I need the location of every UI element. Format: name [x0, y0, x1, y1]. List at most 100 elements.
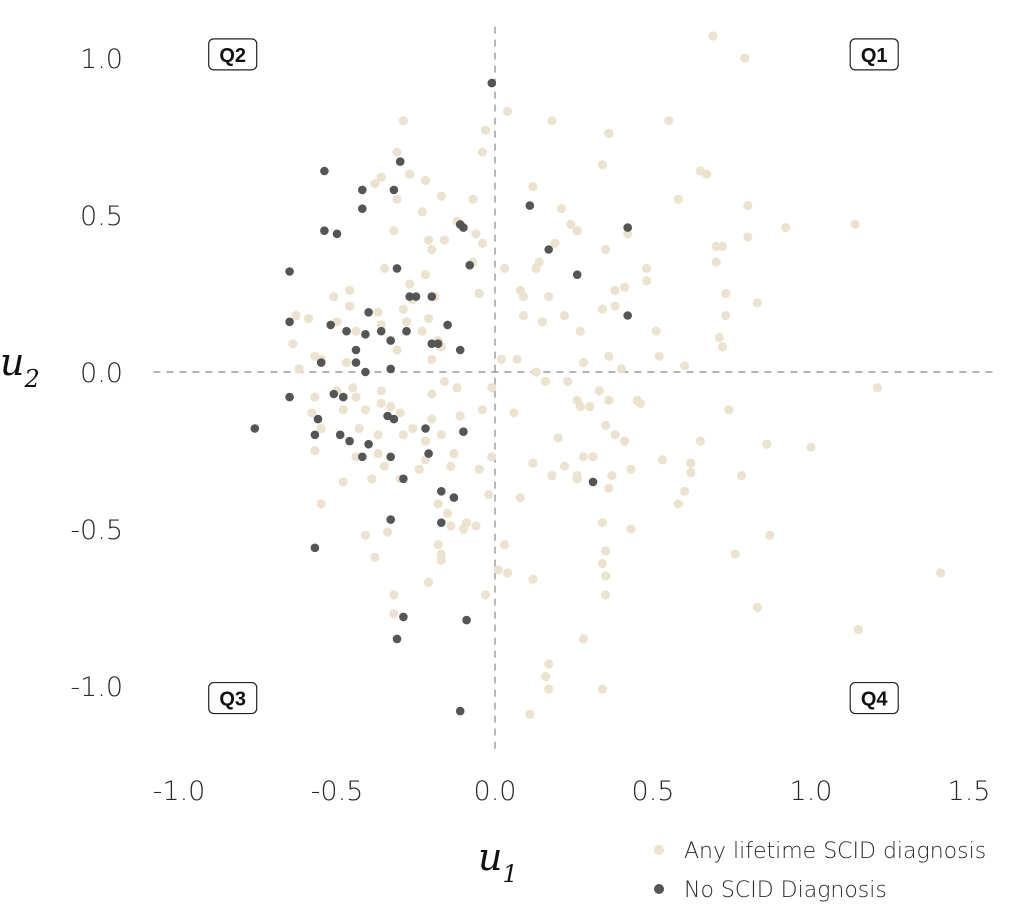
data-point	[503, 568, 513, 578]
data-point	[392, 634, 402, 644]
data-point	[398, 430, 408, 440]
data-point	[373, 430, 383, 440]
data-point	[446, 461, 456, 471]
series-no-scid-points	[250, 78, 632, 716]
data-point	[285, 392, 294, 402]
data-point	[604, 483, 614, 493]
data-point	[541, 376, 551, 386]
data-point	[364, 439, 373, 449]
data-point	[316, 499, 326, 509]
y-tick-label: 0.0	[80, 358, 123, 389]
quadrant-labels: Q1 Q2 Q3 Q4	[208, 38, 899, 715]
data-point	[329, 292, 339, 302]
x-axis-title: u1	[478, 835, 518, 888]
data-point	[721, 310, 731, 321]
data-point	[721, 288, 731, 299]
data-point	[360, 405, 370, 415]
data-point	[654, 351, 664, 361]
data-point	[711, 257, 721, 267]
x-tick-label: 0.5	[632, 776, 675, 807]
y-axis-title: u2	[0, 340, 40, 393]
legend-marker-any-lifetime-scid	[654, 845, 664, 855]
data-point	[436, 549, 446, 559]
data-point	[310, 392, 320, 402]
data-point	[307, 408, 317, 418]
data-point	[424, 449, 433, 458]
data-point	[499, 540, 510, 550]
data-point	[424, 577, 434, 588]
data-point	[642, 276, 652, 286]
data-point	[414, 464, 424, 474]
quadrant-label: Q1	[861, 45, 888, 67]
data-point	[673, 499, 683, 509]
data-point	[288, 339, 298, 349]
data-point	[597, 684, 608, 694]
data-point	[518, 292, 529, 302]
data-point	[572, 270, 582, 280]
data-point	[601, 420, 611, 430]
data-point	[313, 414, 323, 424]
data-point	[455, 411, 465, 421]
y-axis-tick-labels: -1.0 -0.5 0.0 0.5 1.0	[70, 44, 123, 703]
data-point	[686, 467, 696, 478]
x-tick-label: 1.5	[948, 776, 991, 807]
data-point	[449, 493, 459, 502]
data-point	[405, 292, 415, 301]
data-point	[752, 298, 762, 308]
data-point	[623, 311, 632, 320]
data-point	[420, 175, 431, 186]
x-axis-tick-labels: -1.0 -0.5 0.0 0.5 1.0 1.5	[153, 776, 991, 807]
data-point	[623, 223, 632, 232]
data-point	[376, 326, 386, 336]
data-point	[392, 147, 402, 157]
data-point	[316, 358, 326, 367]
data-point	[392, 345, 402, 355]
data-point	[376, 320, 386, 330]
data-point	[376, 386, 386, 396]
data-point	[566, 219, 576, 229]
data-point	[405, 169, 415, 179]
data-point	[420, 436, 431, 446]
data-point	[383, 527, 393, 537]
data-point	[379, 461, 389, 471]
y-tick-label: 1.0	[80, 44, 123, 75]
data-point	[575, 401, 585, 412]
data-point	[604, 128, 614, 138]
data-point	[695, 436, 706, 446]
legend: Any lifetime SCID diagnosis No SCID Diag…	[654, 839, 986, 903]
data-point	[578, 452, 589, 462]
quadrant-label-box	[849, 38, 899, 71]
quadrant-label-box	[208, 38, 258, 71]
data-point	[386, 452, 396, 462]
data-point	[680, 361, 690, 371]
data-point	[462, 615, 471, 625]
data-point	[512, 354, 522, 364]
data-point	[291, 310, 301, 321]
data-point	[452, 383, 462, 393]
data-point	[597, 304, 608, 314]
data-point	[376, 172, 386, 182]
x-axis-title-base: u	[478, 835, 502, 879]
data-point	[427, 354, 437, 364]
data-point	[578, 358, 589, 368]
data-point	[541, 672, 551, 682]
data-point	[459, 223, 468, 232]
data-point	[743, 232, 753, 242]
data-point	[594, 386, 604, 396]
data-point	[320, 166, 329, 176]
data-point	[411, 292, 421, 301]
data-point	[401, 317, 412, 327]
data-point	[806, 442, 816, 452]
data-point	[597, 518, 608, 528]
data-point	[509, 408, 519, 418]
data-point	[496, 354, 506, 364]
series-any-lifetime-scid-points	[288, 31, 946, 719]
data-point	[474, 288, 484, 299]
data-point	[626, 464, 636, 474]
data-point	[610, 301, 620, 311]
data-point	[673, 194, 683, 204]
data-point	[427, 339, 437, 349]
data-point	[588, 452, 598, 462]
data-point	[373, 449, 383, 459]
data-point	[386, 364, 396, 374]
